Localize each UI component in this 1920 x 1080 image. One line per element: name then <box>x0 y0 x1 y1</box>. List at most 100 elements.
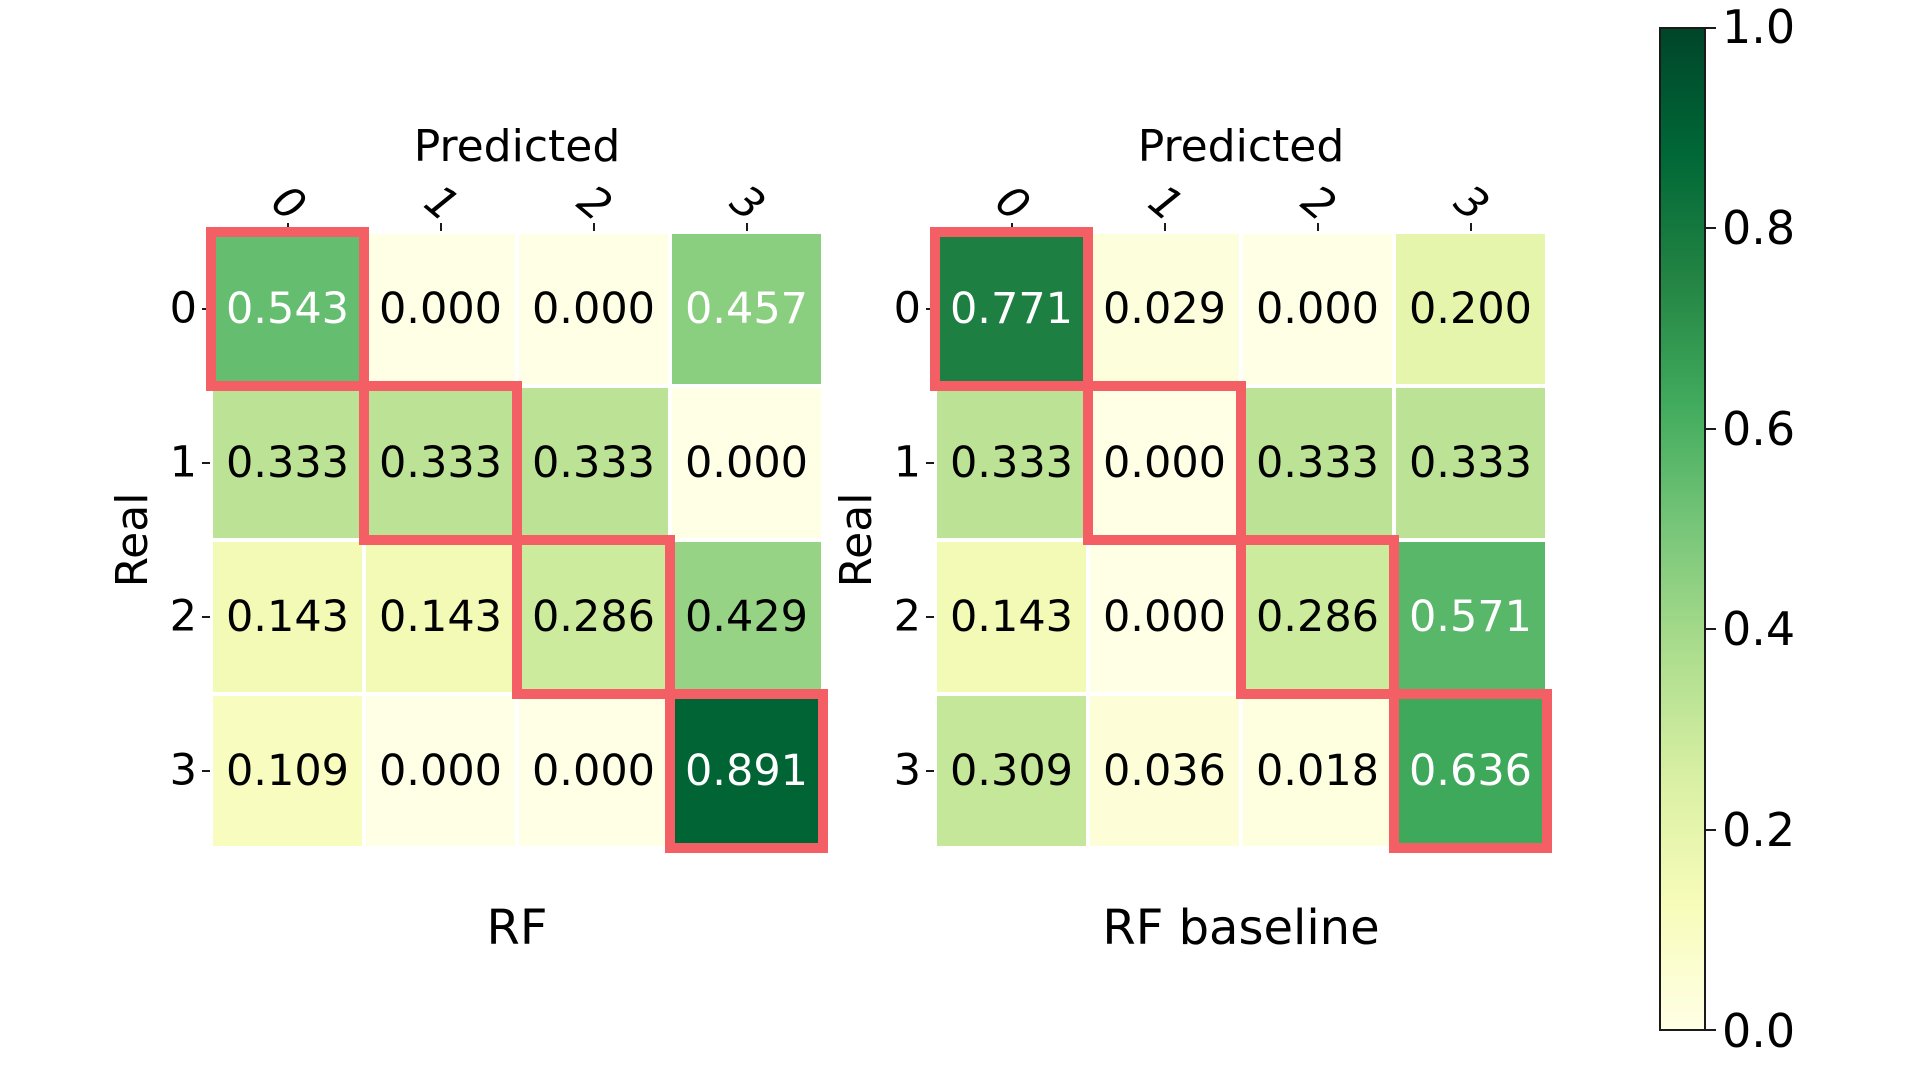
cell-value: 0.309 <box>949 745 1074 796</box>
y-tick-label: 3 <box>169 745 197 796</box>
heatmap-cell: 0.891 <box>670 694 823 848</box>
cell-value: 0.333 <box>1255 437 1380 488</box>
y-tick-label: 0 <box>893 283 921 334</box>
colorbar-tick <box>1706 27 1716 29</box>
x-tick-label: 1 <box>414 175 468 232</box>
heatmap-cell: 0.286 <box>517 540 670 694</box>
colorbar-tick-label: 0.2 <box>1722 803 1796 858</box>
x-tick-label: 1 <box>1138 175 1192 232</box>
heatmap-cell: 0.771 <box>935 232 1088 386</box>
cell-value: 0.457 <box>684 283 809 334</box>
x-tick-label: 2 <box>1291 175 1345 232</box>
y-tick <box>926 770 934 772</box>
cell-value: 0.000 <box>531 745 656 796</box>
cell-value: 0.543 <box>225 283 350 334</box>
cell-value: 0.200 <box>1408 283 1533 334</box>
cell-value: 0.000 <box>1102 437 1227 488</box>
x-tick <box>1163 223 1166 231</box>
cell-value: 0.636 <box>1408 745 1533 796</box>
colorbar-tick <box>1706 1029 1716 1031</box>
cell-value: 0.771 <box>949 283 1074 334</box>
y-tick-label: 1 <box>169 437 197 488</box>
plot-title: RF baseline <box>1102 900 1380 956</box>
cell-value: 0.333 <box>949 437 1074 488</box>
heatmap-cell: 0.000 <box>1088 386 1241 540</box>
cell-value: 0.143 <box>225 591 350 642</box>
y-tick-label: 1 <box>893 437 921 488</box>
heatmap-cell: 0.457 <box>670 232 823 386</box>
heatmap-cell: 0.636 <box>1394 694 1547 848</box>
heatmap-cell: 0.000 <box>364 694 517 848</box>
heatmap-cell: 0.333 <box>1241 386 1394 540</box>
x-tick-label: 3 <box>720 175 774 232</box>
heatmap-cell: 0.333 <box>935 386 1088 540</box>
heatmap-cell: 0.036 <box>1088 694 1241 848</box>
cell-value: 0.000 <box>378 745 503 796</box>
y-tick <box>202 462 210 464</box>
heatmap-cell: 0.000 <box>364 232 517 386</box>
cell-value: 0.109 <box>225 745 350 796</box>
cell-value: 0.000 <box>1102 591 1227 642</box>
cell-value: 0.000 <box>378 283 503 334</box>
heatmap-cell: 0.333 <box>364 386 517 540</box>
colorbar-tick-label: 0.6 <box>1722 401 1796 456</box>
cell-value: 0.036 <box>1102 745 1227 796</box>
colorbar-tick <box>1706 628 1716 631</box>
x-axis-title: Predicted <box>1137 121 1345 172</box>
y-tick-label: 0 <box>169 283 197 334</box>
cell-value: 0.891 <box>684 745 809 796</box>
y-tick-label: 3 <box>893 745 921 796</box>
colorbar-tick <box>1706 829 1716 832</box>
cell-value: 0.333 <box>378 437 503 488</box>
heatmap-cell: 0.000 <box>670 386 823 540</box>
heatmap-cell: 0.143 <box>935 540 1088 694</box>
colorbar-tick-label: 0.0 <box>1722 1004 1796 1058</box>
heatmap-cell: 0.018 <box>1241 694 1394 848</box>
cell-value: 0.018 <box>1255 745 1380 796</box>
y-tick <box>202 616 210 618</box>
y-tick <box>926 308 934 310</box>
cell-value: 0.029 <box>1102 283 1227 334</box>
cell-value: 0.000 <box>684 437 809 488</box>
x-axis-title: Predicted <box>413 121 621 172</box>
x-tick <box>1010 223 1013 231</box>
x-tick-label: 3 <box>1444 175 1498 232</box>
heatmap-cell: 0.543 <box>211 232 364 386</box>
cell-value: 0.143 <box>378 591 503 642</box>
cell-value: 0.429 <box>684 591 809 642</box>
heatmap-cell: 0.333 <box>517 386 670 540</box>
cell-value: 0.000 <box>531 283 656 334</box>
x-tick <box>592 223 595 231</box>
x-tick-label: 2 <box>567 175 621 232</box>
colorbar-tick <box>1706 427 1716 430</box>
heatmap-cell: 0.000 <box>1088 540 1241 694</box>
heatmap-cell: 0.000 <box>517 232 670 386</box>
cell-value: 0.286 <box>1255 591 1380 642</box>
y-axis-title: Real <box>107 492 158 588</box>
heatmap-cell: 0.309 <box>935 694 1088 848</box>
colorbar-tick <box>1706 226 1716 229</box>
heatmap-cell: 0.200 <box>1394 232 1547 386</box>
heatmap-cell: 0.143 <box>364 540 517 694</box>
x-tick <box>1316 223 1319 231</box>
cell-value: 0.333 <box>531 437 656 488</box>
heatmap-cell: 0.143 <box>211 540 364 694</box>
colorbar-tick-label: 0.8 <box>1722 200 1796 255</box>
plot-title: RF <box>486 900 548 956</box>
y-tick <box>202 770 210 772</box>
heatmap-cell: 0.000 <box>517 694 670 848</box>
heatmap-cell: 0.333 <box>1394 386 1547 540</box>
cell-value: 0.286 <box>531 591 656 642</box>
x-tick-label: 0 <box>261 175 315 232</box>
y-tick <box>926 462 934 464</box>
y-tick-label: 2 <box>893 591 921 642</box>
heatmap-cell: 0.109 <box>211 694 364 848</box>
cell-value: 0.333 <box>225 437 350 488</box>
heatmap-cell: 0.286 <box>1241 540 1394 694</box>
colorbar <box>1659 27 1706 1031</box>
y-tick <box>202 308 210 310</box>
heatmap-cell: 0.429 <box>670 540 823 694</box>
x-tick <box>1469 223 1472 231</box>
y-tick-label: 2 <box>169 591 197 642</box>
